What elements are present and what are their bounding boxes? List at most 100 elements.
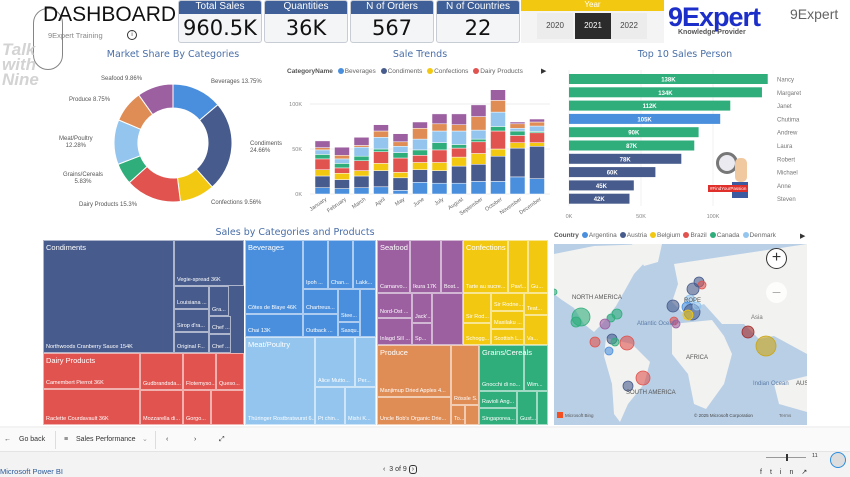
treemap-product[interactable]: Pt chin... (315, 387, 345, 425)
treemap-product[interactable]: Camembert Pierrot 36K (43, 353, 140, 389)
treemap-category-dairy-products[interactable]: Dairy Products Camembert Pierrot 36K Racle… (43, 353, 244, 425)
treemap-product[interactable]: Chartreus... (303, 289, 338, 314)
treemap-product[interactable]: Raclette Courdavault 36K (43, 389, 140, 425)
treemap-product[interactable]: Schogg... (463, 323, 491, 345)
treemap-product[interactable]: Jack'... (412, 293, 432, 323)
page-selector[interactable]: Sales Performance (76, 436, 136, 443)
treemap-product[interactable]: Louisiana ... (174, 286, 209, 309)
treemap-category-meat-poultry[interactable]: Meat/Poultry Thüringer Rostbratwurst 6...… (245, 337, 376, 425)
go-back-button[interactable]: Go back (19, 436, 46, 443)
map-label: NORTH AMERICA (572, 295, 622, 301)
year-2021[interactable]: 2021 (575, 13, 611, 39)
next-page-button[interactable]: › (194, 436, 197, 443)
treemap-product[interactable]: Côtes de Blaye 46K (245, 240, 303, 314)
fullscreen-icon[interactable]: ⤢ (219, 436, 225, 443)
treemap-product[interactable]: Sp... (412, 323, 432, 345)
pager-next[interactable]: › (408, 465, 418, 474)
treemap-product[interactable]: Ravioli Ang... (479, 391, 517, 408)
treemap-product[interactable]: Ikura 17K (410, 240, 441, 293)
treemap-product[interactable]: Mishi K... (345, 387, 376, 425)
treemap-product[interactable]: Gra... (209, 286, 229, 316)
map-terms-link[interactable]: Terms (779, 413, 792, 418)
treemap-product[interactable]: Nord-Ost ... (377, 293, 412, 318)
treemap-product[interactable]: Alice Mutto... (315, 337, 355, 387)
legend-next-arrow[interactable]: ▶ (541, 68, 547, 75)
map-zoom-out-button[interactable]: – (766, 282, 787, 303)
treemap-product[interactable] (465, 405, 479, 425)
treemap-product[interactable]: Wim... (524, 345, 548, 391)
treemap-category-grains-cereals[interactable]: Grains/Cereals Gnocchi di no... Wim... Ravi… (479, 345, 548, 425)
treemap-product[interactable]: Carnarvo... (377, 240, 410, 293)
map-legend: Country Argentina Austria Belgium Brazil Cana… (554, 232, 776, 239)
treemap-product[interactable]: Inlagd Sill ... (377, 318, 412, 345)
treemap-product[interactable]: Bost... (441, 240, 463, 293)
treemap-product[interactable]: Sasqu... (338, 322, 360, 337)
treemap-product[interactable] (360, 289, 376, 337)
treemap-product[interactable]: Original F... (174, 332, 209, 353)
treemap-product[interactable]: Ipoh ... (303, 240, 328, 289)
treemap-product[interactable] (432, 293, 463, 345)
treemap-product[interactable]: Va... (524, 315, 548, 345)
treemap-product[interactable]: Northwoods Cranberry Sauce 154K (43, 240, 174, 353)
treemap-category-produce[interactable]: Produce Manjimup Dried Apples 4... Uncle B… (377, 345, 479, 425)
treemap-product[interactable] (211, 390, 244, 425)
treemap-product[interactable]: Maxilaku ... (491, 311, 524, 329)
zoom-slider[interactable] (766, 454, 806, 461)
treemap-product[interactable]: Pavl... (508, 240, 528, 293)
previous-page-button[interactable]: ‹ (166, 436, 169, 443)
treemap-product[interactable]: Vegie-spread 36K (174, 240, 244, 286)
treemap-product[interactable]: Mozzarella di... (140, 390, 183, 425)
year-2020[interactable]: 2020 (537, 13, 573, 39)
treemap-product[interactable]: Chef ... (209, 316, 231, 334)
treemap-product[interactable]: Lakk... (353, 240, 376, 289)
treemap-product-label: Gnocchi di no... (482, 382, 521, 388)
treemap-product[interactable]: Thüringer Rostbratwurst 6... (245, 337, 315, 425)
treemap-product[interactable] (537, 391, 548, 425)
treemap-product[interactable]: Gust... (517, 391, 537, 425)
treemap-product[interactable]: To... (451, 405, 465, 425)
bar-april-condiments (373, 170, 389, 188)
treemap-product[interactable]: Scottish L... (491, 329, 524, 345)
linkedin-icon[interactable]: in (779, 469, 802, 476)
treemap-product[interactable]: Rössle S... (451, 345, 479, 405)
treemap-category-confections[interactable]: Confections Tarte au sucre... Pavl... Gu...… (463, 240, 548, 345)
treemap-product[interactable]: Queso... (216, 353, 244, 390)
bar-april-meat-poultry (373, 137, 389, 150)
treemap-product[interactable]: Stee... (338, 289, 360, 322)
twitter-icon[interactable]: t (769, 469, 780, 476)
treemap-product[interactable]: Chan... (328, 240, 353, 289)
treemap-category-seafood[interactable]: Seafood Carnarvo... Ikura 17K Bost... Nord-O… (377, 240, 463, 345)
9expert-logo-ghost: 9Expert (790, 6, 839, 22)
treemap-product[interactable]: Sirop d'ra... (174, 309, 209, 332)
treemap-product[interactable]: Outback ... (303, 314, 338, 337)
treemap-product[interactable]: Manjimup Dried Apples 4... (377, 345, 451, 397)
facebook-icon[interactable]: f (760, 469, 770, 476)
treemap-category-condiments[interactable]: Condiments Northwoods Cranberry Sauce 154… (43, 240, 244, 353)
treemap-category-beverages[interactable]: Beverages Côtes de Blaye 46K Chai 13K Ipoh … (245, 240, 376, 337)
treemap-product[interactable]: Gu... (528, 240, 548, 293)
treemap-product[interactable]: Chef ... (209, 334, 231, 353)
treemap-product[interactable]: Gnocchi di no... (479, 345, 524, 391)
treemap-product[interactable]: Chai 13K (245, 314, 303, 337)
treemap-product[interactable]: Uncle Bob's Organic Drie... (377, 397, 451, 425)
treemap-product[interactable]: Tarte au sucre... (463, 240, 508, 293)
year-2022[interactable]: 2022 (611, 13, 647, 39)
legend-dot (709, 232, 716, 238)
treemap-product[interactable]: Teat... (524, 293, 548, 315)
treemap-product[interactable]: Sir Rodne... (491, 293, 524, 311)
info-icon[interactable]: i (127, 30, 137, 40)
treemap-product[interactable]: Sir Rod... (463, 293, 491, 323)
map-zoom-in-button[interactable]: + (766, 248, 787, 269)
pager-prev[interactable]: ‹ (383, 466, 386, 473)
treemap-product[interactable]: Singaporea... (479, 408, 517, 425)
user-avatar[interactable] (830, 452, 846, 468)
treemap-product[interactable]: Gudbrandsda... (140, 353, 183, 390)
map-legend-next-arrow[interactable]: ▶ (800, 233, 806, 240)
map-copyright: © 2025 Microsoft Corporation (694, 412, 753, 418)
treemap-product[interactable]: Gorgo... (183, 390, 211, 425)
share-icon[interactable]: ↗ (801, 469, 816, 476)
treemap-product[interactable]: Flotemyso... (183, 353, 216, 390)
bubble-map[interactable]: NORTH AMERICA Atlantic Ocean ROPE Asia AFRIC… (554, 244, 807, 425)
treemap-product[interactable]: Per... (355, 337, 376, 387)
chevron-down-icon[interactable]: ⌄ (142, 436, 148, 443)
